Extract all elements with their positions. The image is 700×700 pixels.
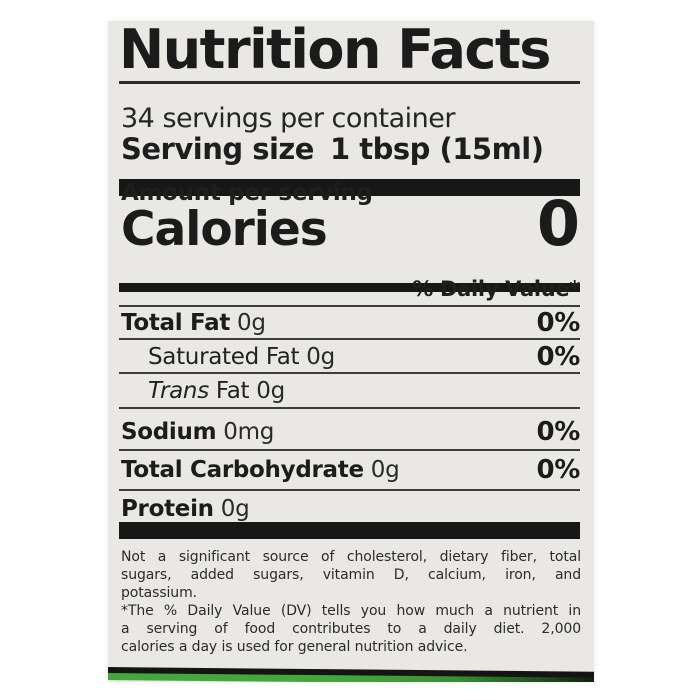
daily-value-percent: 0% xyxy=(536,455,580,485)
nutrient-name: Total Fat 0g xyxy=(121,310,266,336)
divider-rule xyxy=(119,407,580,409)
nutrient-name: Protein 0g xyxy=(121,496,250,522)
thick-divider-bar-top xyxy=(119,179,580,196)
nutrition-facts-title: Nutrition Facts xyxy=(119,21,551,81)
nutrition-facts-label: Nutrition Facts 34 servings per containe… xyxy=(108,21,594,682)
nutrient-row-total-fat: Total Fat 0g 0% xyxy=(121,310,580,336)
daily-value-percent: 0% xyxy=(536,342,580,372)
serving-size-value: 1 tbsp (15ml) xyxy=(329,132,544,166)
nutrient-name: Trans Fat 0g xyxy=(148,378,285,404)
daily-value-header: % Daily Value* xyxy=(412,277,580,301)
calories-value: 0 xyxy=(536,187,580,260)
medium-divider-bar xyxy=(119,283,580,292)
nutrient-row-trans-fat: Trans Fat 0g xyxy=(121,378,580,404)
thick-divider-bar-bottom xyxy=(119,522,580,539)
serving-size-label: Serving size xyxy=(121,132,314,166)
footnote-not-significant-source: Not a significant source of cholesterol,… xyxy=(121,549,581,601)
title-divider-rule xyxy=(119,81,580,84)
nutrient-name: Saturated Fat 0g xyxy=(148,344,335,370)
divider-rule xyxy=(119,489,580,491)
divider-rule xyxy=(119,372,580,374)
serving-size-row: Serving size 1 tbsp (15ml) xyxy=(121,133,544,165)
divider-rule xyxy=(119,449,580,451)
nutrient-row-sodium: Sodium 0mg 0% xyxy=(121,419,580,445)
calories-row: Calories 0 xyxy=(121,186,580,267)
nutrient-name: Total Carbohydrate 0g xyxy=(121,457,400,483)
daily-value-percent: 0% xyxy=(536,308,580,338)
footnote-daily-value-explanation: *The % Daily Value (DV) tells you how mu… xyxy=(121,603,581,655)
calories-label: Calories xyxy=(121,202,328,257)
nutrient-row-saturated-fat: Saturated Fat 0g 0% xyxy=(121,344,580,370)
nutrient-row-protein: Protein 0g xyxy=(121,496,580,522)
divider-rule xyxy=(119,305,580,307)
daily-value-percent: 0% xyxy=(536,417,580,447)
amount-per-serving-label: Amount per serving xyxy=(121,180,373,206)
servings-per-container: 34 servings per container xyxy=(121,103,455,134)
nutrient-row-total-carbohydrate: Total Carbohydrate 0g 0% xyxy=(121,457,580,483)
nutrient-name: Sodium 0mg xyxy=(121,419,275,445)
divider-rule xyxy=(119,338,580,340)
